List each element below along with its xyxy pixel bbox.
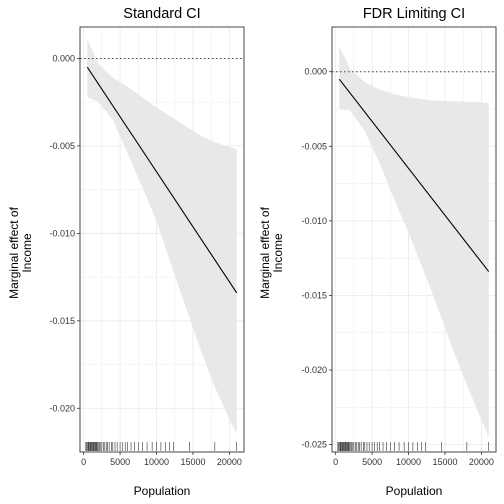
x-tick-label: 10000 bbox=[396, 457, 421, 467]
panel-fdr-limiting-ci: FDR Limiting CI Marginal effect of Incom… bbox=[258, 6, 497, 498]
y-tick-label: -0.025 bbox=[301, 440, 327, 450]
x-tick-label: 5000 bbox=[110, 457, 130, 467]
y-tick-label: 0.000 bbox=[52, 53, 75, 63]
panel-standard-ci: Standard CI Marginal effect of Income Po… bbox=[7, 6, 245, 498]
panel-title: FDR Limiting CI bbox=[363, 6, 465, 22]
confidence-band bbox=[87, 39, 237, 435]
x-tick-label: 20000 bbox=[469, 457, 494, 467]
y-tick-label: -0.010 bbox=[301, 216, 327, 226]
x-tick-label: 0 bbox=[333, 457, 338, 467]
y-tick-label: -0.020 bbox=[49, 403, 75, 413]
y-axis-label-line2: Income bbox=[20, 233, 34, 273]
y-tick-label: -0.005 bbox=[49, 141, 75, 151]
x-tick-label: 10000 bbox=[144, 457, 169, 467]
y-axis-label-line2: Income bbox=[271, 233, 285, 273]
marginal-effect-line bbox=[86, 66, 238, 294]
y-tick-label: -0.005 bbox=[301, 141, 327, 151]
marginal-effect-line bbox=[338, 78, 490, 272]
plot-area: 0.000 -0.005 -0.010 -0.015 -0.020 -0.025 0 5000… bbox=[301, 26, 497, 467]
x-tick-label: 5000 bbox=[362, 457, 382, 467]
y-tick-label: 0.000 bbox=[304, 67, 327, 77]
x-tick-label: 0 bbox=[81, 457, 86, 467]
x-tick-label: 15000 bbox=[432, 457, 457, 467]
y-tick-label: -0.020 bbox=[301, 365, 327, 375]
y-axis-label-line1: Marginal effect of bbox=[258, 206, 272, 298]
y-tick-label: -0.015 bbox=[301, 290, 327, 300]
confidence-band bbox=[339, 46, 489, 438]
y-axis-label-line1: Marginal effect of bbox=[7, 206, 21, 298]
plot-area: 0.000 -0.005 -0.010 -0.015 -0.020 0 5000 10000 1… bbox=[49, 26, 245, 467]
x-axis-label: Population bbox=[134, 484, 191, 498]
panel-title: Standard CI bbox=[123, 6, 200, 22]
y-tick-label: -0.015 bbox=[49, 316, 75, 326]
x-tick-label: 20000 bbox=[217, 457, 242, 467]
y-tick-label: -0.010 bbox=[49, 228, 75, 238]
x-axis-label: Population bbox=[386, 484, 443, 498]
x-tick-label: 15000 bbox=[180, 457, 205, 467]
panel-border bbox=[331, 26, 497, 453]
panel-border bbox=[79, 26, 245, 453]
